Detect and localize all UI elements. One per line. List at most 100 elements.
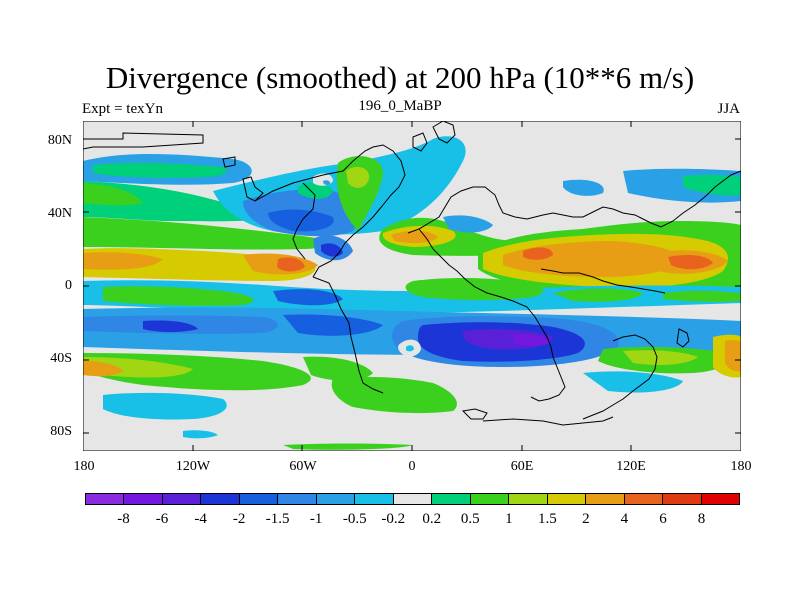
- contour-region: [103, 392, 227, 420]
- colorbar-label: 8: [697, 511, 706, 527]
- colorbar-label: 1.5: [537, 511, 557, 527]
- coastline: [540, 268, 666, 294]
- contour-region: [563, 179, 604, 196]
- coastlines: [83, 121, 741, 426]
- experiment-label: Expt = texYn: [82, 101, 163, 117]
- colorbar-swatch: [509, 493, 548, 505]
- colorbar-label: -2: [232, 511, 246, 527]
- colorbar-swatch: [624, 493, 664, 505]
- contour-region: [725, 340, 741, 372]
- colorbar-label: 6: [659, 511, 667, 527]
- contour-region: [405, 278, 544, 300]
- colorbar-swatch: [355, 493, 394, 505]
- lat-tick-label: 80N: [47, 133, 72, 148]
- contour-region: [513, 334, 551, 346]
- tick-marks: [83, 121, 741, 451]
- coastline: [222, 156, 236, 168]
- colorbar-swatch: [278, 493, 317, 505]
- contour-region: [83, 252, 163, 270]
- divergence-map: [83, 121, 741, 451]
- colorbar-swatch: [239, 493, 279, 505]
- contour-region: [321, 243, 343, 257]
- contour-region: [683, 174, 741, 196]
- colorbar-label: -0.5: [342, 511, 367, 527]
- contour-region: [143, 320, 198, 332]
- coastline: [676, 328, 690, 348]
- lat-tick-label: 40S: [50, 351, 72, 366]
- season-label: JJA: [717, 101, 740, 117]
- contour-region: [83, 280, 741, 313]
- contour-region: [668, 255, 713, 270]
- lon-tick-label: 60W: [289, 459, 317, 474]
- coastline: [412, 132, 428, 152]
- contour-region: [553, 288, 643, 302]
- contour-region: [391, 230, 438, 244]
- colorbar-swatch: [201, 493, 240, 505]
- coastline: [482, 416, 614, 426]
- coastline: [242, 176, 264, 202]
- contour-region: [283, 314, 383, 336]
- colorbar-label: 0.5: [460, 511, 480, 527]
- map-plot: [83, 121, 741, 451]
- contour-region: [406, 345, 414, 352]
- coastline: [312, 276, 384, 394]
- colorbar-label: 2: [582, 511, 590, 527]
- colorbar: [85, 493, 740, 505]
- contour-region: [283, 443, 413, 450]
- contour-region: [183, 430, 218, 439]
- coastline: [407, 170, 741, 234]
- colorbar-swatch: [701, 493, 740, 505]
- colorbar-label: -1.5: [265, 511, 290, 527]
- colorbar-label: -4: [194, 511, 207, 527]
- chart-title: Divergence (smoothed) at 200 hPa (10**6 …: [105, 60, 695, 95]
- colorbar-label: -8: [117, 511, 130, 527]
- run-label: 196_0_MaBP: [358, 98, 442, 114]
- lat-tick-label: 80S: [50, 424, 72, 439]
- contour-region: [103, 286, 254, 306]
- contour-region: [663, 290, 741, 302]
- colorbar-swatch: [85, 493, 125, 505]
- contour-region: [83, 183, 143, 206]
- colorbar-label: 4: [620, 511, 629, 527]
- coastline: [582, 334, 658, 420]
- contour-region: [323, 180, 331, 185]
- colorbar-swatch: [316, 493, 356, 505]
- contour-region: [346, 166, 370, 188]
- contour-region: [277, 257, 305, 272]
- coastline: [292, 182, 316, 260]
- contour-region: [583, 371, 683, 393]
- contour-region: [443, 215, 493, 233]
- colorbar-swatch: [124, 493, 163, 505]
- colorbar-swatch: [162, 493, 202, 505]
- lon-tick-label: 0: [408, 459, 416, 474]
- contour-region: [93, 162, 227, 178]
- coastline: [461, 408, 488, 420]
- coastline: [418, 228, 566, 402]
- colorbar-label: -0.2: [381, 511, 406, 527]
- colorbar-swatch: [470, 493, 510, 505]
- contour-region: [273, 289, 343, 306]
- contour-region: [268, 209, 334, 232]
- lat-tick-label: 40N: [47, 206, 72, 221]
- contour-region: [523, 247, 553, 260]
- lon-tick-label: 120E: [616, 459, 646, 474]
- colorbar-swatch: [393, 493, 433, 505]
- lat-tick-label: 0: [65, 278, 72, 293]
- colorbar-label: -1: [309, 511, 323, 527]
- coastline: [254, 144, 406, 278]
- colorbar-label: 1: [505, 511, 513, 527]
- colorbar-swatch: [663, 493, 702, 505]
- lon-tick-label: 180: [730, 459, 752, 474]
- coastline: [83, 132, 204, 150]
- contour-region: [83, 217, 327, 250]
- colorbar-swatch: [432, 493, 471, 505]
- colorbar-swatch: [547, 493, 587, 505]
- lon-tick-label: 120W: [175, 459, 211, 474]
- lon-tick-label: 180: [73, 459, 95, 474]
- contour-region: [331, 376, 457, 414]
- colorbar-swatch: [586, 493, 625, 505]
- contour-region: [623, 350, 698, 365]
- contour-region: [303, 356, 373, 381]
- contour-region: [83, 361, 123, 377]
- colorbar-label: 0.2: [422, 511, 442, 527]
